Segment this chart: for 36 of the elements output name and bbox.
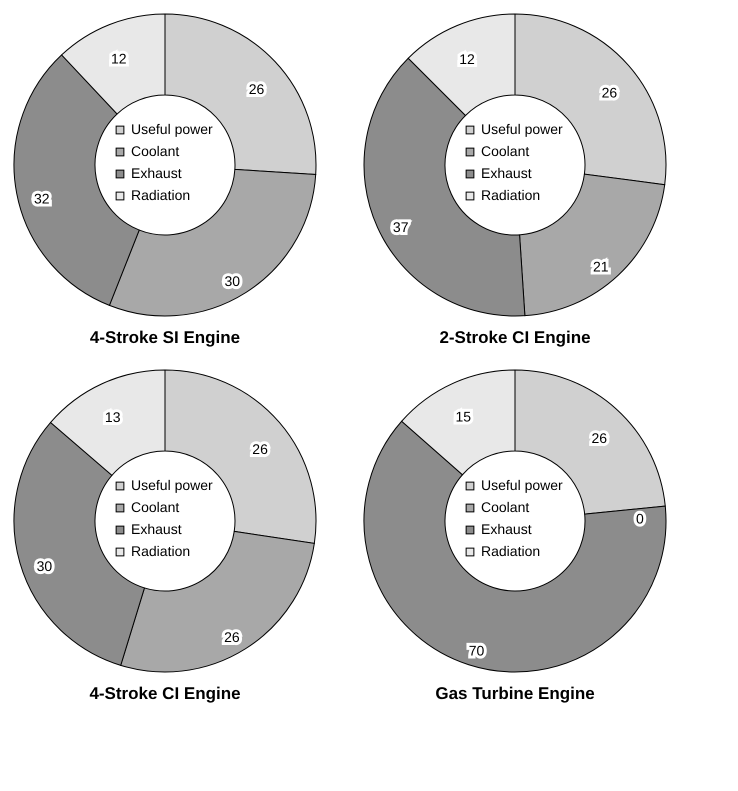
legend-label: Exhaust (131, 165, 182, 181)
data-label: 30 (224, 272, 240, 289)
data-label: 26 (252, 441, 268, 458)
data-label: 32 (34, 190, 50, 207)
text: Gas Turbine Engine (435, 684, 595, 703)
data-label: 12 (459, 51, 475, 68)
data-label: 13 (104, 408, 121, 425)
data-label: 26 (602, 84, 618, 100)
legend-label: Coolant (131, 143, 180, 159)
data-label: 12 (111, 50, 127, 66)
legend-label: Exhaust (481, 521, 532, 537)
legend-label: Radiation (481, 187, 540, 203)
legend-label: Exhaust (481, 165, 532, 181)
text: 0 (636, 510, 644, 527)
legend-label: Coolant (481, 499, 530, 515)
data-label: 15 (456, 408, 472, 425)
legend-label: Useful power (481, 477, 564, 493)
data-label: 30 (36, 558, 52, 574)
text: 4-Stroke SI Engine (90, 328, 240, 347)
data-label: 26 (591, 430, 608, 446)
legend-label: Exhaust (131, 521, 182, 537)
data-label: 70 (468, 642, 485, 658)
legend-label: Useful power (131, 121, 214, 137)
data-label: 21 (593, 258, 609, 275)
text: 2-Stroke CI Engine (439, 328, 591, 347)
text: 4-Stroke CI Engine (89, 684, 241, 703)
legend-label: Coolant (481, 143, 530, 159)
legend-label: Radiation (481, 543, 540, 559)
data-label: 37 (392, 218, 409, 235)
legend-label: Radiation (131, 543, 190, 559)
data-label: 26 (224, 629, 240, 646)
legend-label: Useful power (481, 121, 564, 137)
legend-label: Radiation (131, 187, 190, 203)
data-label: 26 (248, 81, 264, 98)
legend-label: Useful power (131, 477, 214, 493)
legend-label: Coolant (131, 499, 180, 515)
